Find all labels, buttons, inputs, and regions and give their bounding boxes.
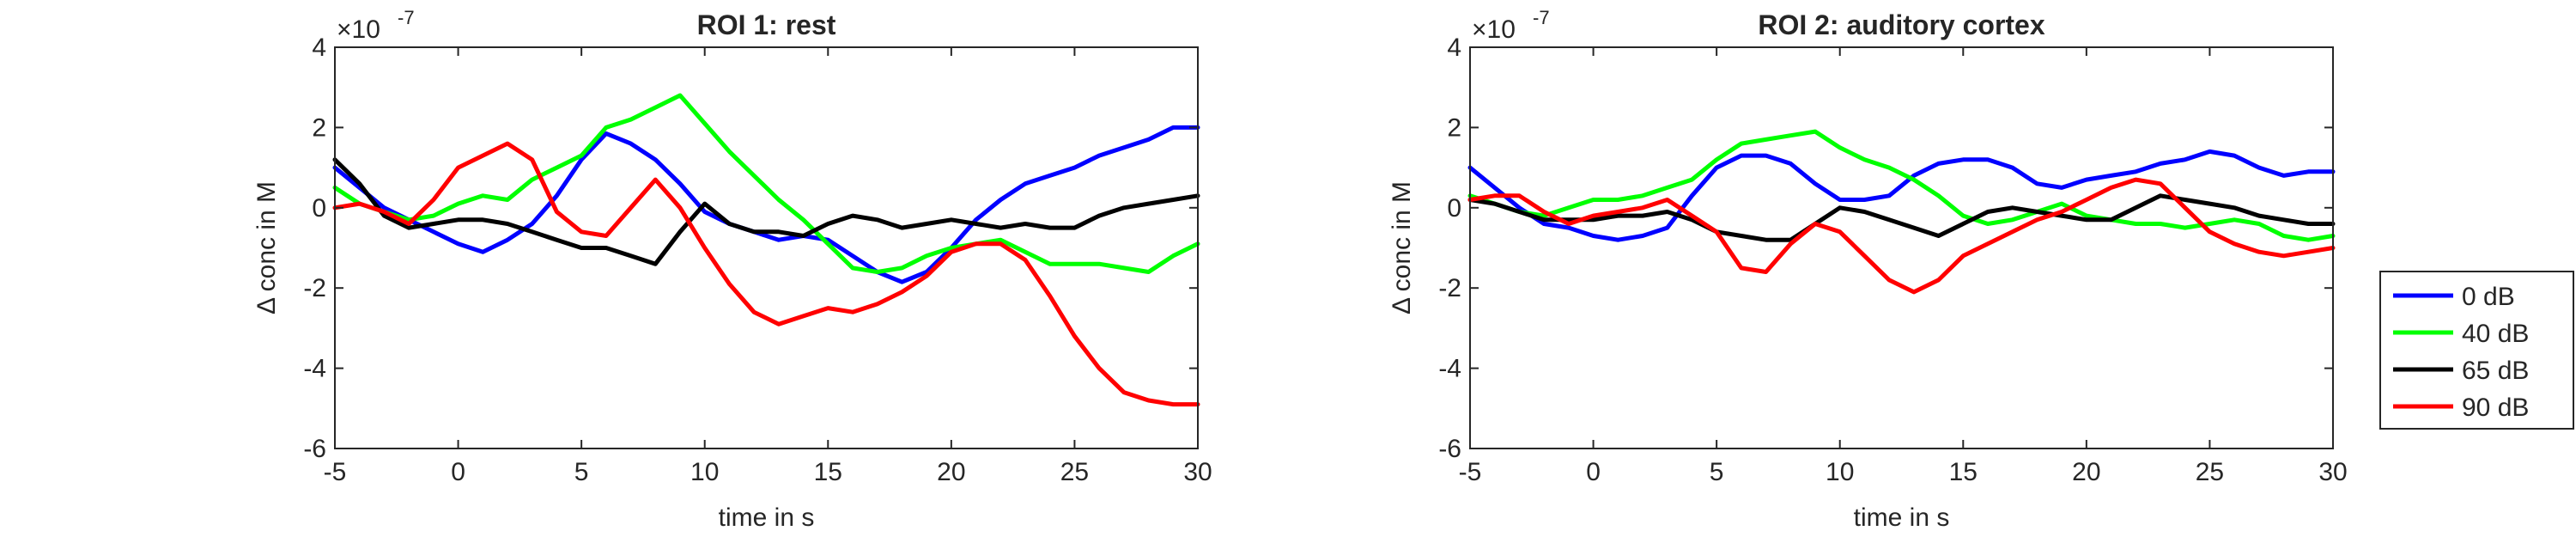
x-tick-label: -5 [324,458,347,486]
x-tick-label: 0 [1586,458,1601,486]
legend-label: 90 dB [2462,394,2529,422]
x-tick-label: -5 [1459,458,1482,486]
series-line-65-db [1467,193,2336,242]
x-tick-label: 0 [451,458,465,486]
y-exponent-label: ×10 -7 [1472,7,1550,44]
series-line-0-db [1467,149,2336,242]
y-tick-label: 2 [1447,113,1461,142]
legend-label: 65 dB [2462,357,2529,385]
y-multiplier-text: ×10 [337,15,380,44]
y-tick-label: -2 [1438,274,1461,302]
y-tick-label: 0 [312,194,326,223]
x-tick-label: 5 [574,458,589,486]
y-tick-label: -4 [1438,355,1461,383]
x-tick-label: 5 [1710,458,1724,486]
series-line-0-db [332,125,1200,284]
y-tick-label: 0 [1447,194,1461,223]
x-tick-label: 30 [2318,458,2347,486]
series-line-65-db [332,157,1200,266]
axes-box [1469,46,2334,449]
plot-roi-2: -5 0 5 10 15 20 25 30 -6 -4 -2 0 2 4 ROI 2: auditory c… [1388,7,2348,532]
y-tick-label: 4 [1447,34,1461,62]
series-line-40-db [1467,129,2336,242]
series-line-90-db [1467,177,2336,295]
y-tick-label: -2 [303,274,326,302]
x-axis-label: time in s [1854,503,1950,532]
legend-label: 40 dB [2462,320,2529,348]
axes-box [334,46,1199,449]
y-exponent-text: -7 [398,7,415,28]
x-tick-label: 15 [1949,458,1978,486]
x-tick-label: 10 [690,458,719,486]
y-multiplier-text: ×10 [1472,15,1516,44]
y-tick-label: -6 [303,435,326,463]
chart-title: ROI 1: rest [697,9,836,40]
series-line-90-db [332,141,1200,407]
chart-title: ROI 2: auditory cortex [1758,9,2045,40]
y-axis-label: Δ conc in M [1388,181,1416,314]
legend-label: 0 dB [2462,283,2515,311]
y-tick-label: 2 [312,113,326,142]
x-tick-label: 15 [814,458,842,486]
y-axis-label: Δ conc in M [252,181,281,314]
x-tick-label: 20 [2072,458,2100,486]
x-tick-label: 25 [2196,458,2224,486]
x-axis-label: time in s [719,503,815,532]
y-exponent-text: -7 [1533,7,1550,28]
x-tick-label: 30 [1183,458,1212,486]
x-tick-label: 10 [1826,458,1854,486]
y-tick-label: 4 [312,34,326,62]
y-tick-label: -6 [1438,435,1461,463]
x-tick-label: 20 [937,458,965,486]
series-line-40-db [332,93,1200,274]
y-exponent-label: ×10 -7 [337,7,415,44]
legend: 0 dB 40 dB 65 dB 90 dB [2379,271,2574,430]
plot-roi-1: -5 0 5 10 15 20 25 30 -6 -4 -2 0 2 4 ROI 1: rest time i… [252,7,1212,532]
x-tick-label: 25 [1060,458,1089,486]
y-tick-label: -4 [303,355,326,383]
